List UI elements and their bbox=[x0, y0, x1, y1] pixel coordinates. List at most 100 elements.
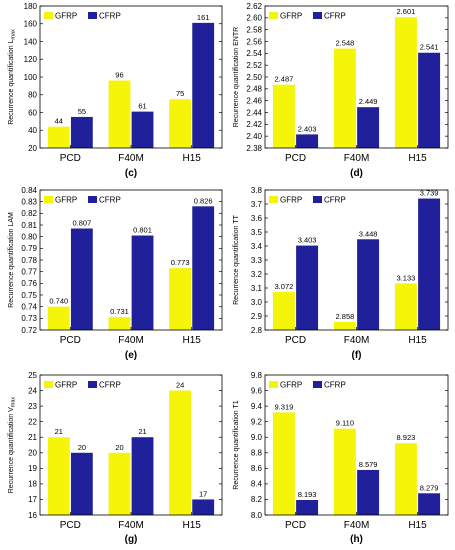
y-axis-label: Recurrence quantification Vmax bbox=[8, 397, 17, 494]
data-label: 3.403 bbox=[298, 236, 317, 245]
data-label: 8.923 bbox=[397, 433, 416, 442]
bar-cfrp-h15 bbox=[192, 22, 215, 148]
y-tick-label: 0.73 bbox=[21, 314, 37, 323]
y-tick-label: 17 bbox=[28, 495, 37, 504]
legend-swatch-gfrp bbox=[44, 12, 53, 19]
data-label: 2.541 bbox=[420, 43, 439, 52]
bar-gfrp-f40m bbox=[333, 428, 356, 515]
y-tick-label: 2.38 bbox=[246, 144, 262, 153]
bar-gfrp-pcd bbox=[272, 412, 295, 515]
y-tick-label: 160 bbox=[24, 20, 38, 29]
bar-gfrp-f40m bbox=[333, 48, 356, 148]
bar-cfrp-pcd bbox=[296, 499, 319, 515]
panel-label: (e) bbox=[125, 350, 137, 361]
bar-gfrp-f40m bbox=[108, 80, 131, 148]
legend-swatch-gfrp bbox=[269, 381, 278, 388]
legend-label-gfrp: GFRP bbox=[280, 196, 302, 205]
bar-cfrp-pcd bbox=[70, 116, 93, 148]
data-label: 2.449 bbox=[359, 97, 378, 106]
y-tick-label: 3.3 bbox=[251, 256, 263, 265]
data-label: 8.579 bbox=[359, 460, 378, 469]
y-tick-label: 0.74 bbox=[21, 302, 37, 311]
y-tick-label: 8.8 bbox=[251, 449, 263, 458]
data-label: 2.403 bbox=[298, 124, 317, 133]
y-tick-label: 19 bbox=[28, 464, 37, 473]
legend-label-cfrp: CFRP bbox=[99, 12, 121, 21]
data-label: 44 bbox=[55, 117, 63, 126]
data-label: 2.487 bbox=[275, 75, 294, 84]
x-category-label: H15 bbox=[408, 153, 427, 164]
y-tick-label: 2.60 bbox=[246, 14, 262, 23]
y-axis-label-main: Recurrence quantification T1 bbox=[233, 400, 240, 489]
bar-cfrp-h15 bbox=[418, 493, 441, 515]
y-tick-label: 0.72 bbox=[21, 326, 37, 335]
bar-gfrp-h15 bbox=[169, 99, 192, 148]
y-tick-label: 24 bbox=[28, 386, 37, 395]
y-tick-label: 3.2 bbox=[251, 270, 263, 279]
y-tick-label: 8.6 bbox=[251, 464, 263, 473]
bar-cfrp-h15 bbox=[418, 198, 441, 330]
x-category-label: F40M bbox=[344, 520, 370, 531]
y-tick-label: 0.82 bbox=[21, 209, 37, 218]
data-label: 24 bbox=[176, 381, 184, 390]
y-tick-label: 3.8 bbox=[251, 186, 263, 195]
legend-label-cfrp: CFRP bbox=[324, 196, 346, 205]
data-label: 3.072 bbox=[275, 282, 294, 291]
y-axis-label: Recurrence quantification ENTR bbox=[233, 27, 240, 127]
legend-swatch-cfrp bbox=[313, 381, 322, 388]
legend-swatch-gfrp bbox=[44, 196, 53, 203]
x-category-label: F40M bbox=[344, 153, 370, 164]
chart-panel-0: 44 96 75 55 61 161 20 40 60 80 100 120 140 160 180 PCD F… bbox=[8, 2, 223, 179]
legend-label-gfrp: GFRP bbox=[280, 12, 302, 21]
y-axis-label-main: Recurrence quantification LAM bbox=[8, 212, 15, 308]
y-tick-label: 2.50 bbox=[246, 73, 262, 82]
y-tick-label: 20 bbox=[28, 449, 37, 458]
x-category-label: PCD bbox=[60, 520, 81, 531]
y-tick-label: 2.56 bbox=[246, 37, 262, 46]
y-tick-label: 25 bbox=[28, 371, 37, 380]
legend-swatch-cfrp bbox=[313, 196, 322, 203]
x-category-label: H15 bbox=[408, 520, 427, 531]
data-label: 61 bbox=[138, 102, 146, 111]
y-tick-label: 60 bbox=[28, 108, 37, 117]
bar-cfrp-f40m bbox=[357, 469, 380, 515]
data-label: 2.858 bbox=[336, 312, 355, 321]
y-tick-label: 3.4 bbox=[251, 242, 263, 251]
y-tick-label: 100 bbox=[24, 73, 38, 82]
y-tick-label: 0.78 bbox=[21, 256, 37, 265]
x-category-label: F40M bbox=[118, 153, 144, 164]
x-category-label: F40M bbox=[118, 520, 144, 531]
y-axis-label: Recurrence quantification LAM bbox=[8, 212, 15, 308]
y-tick-label: 8.4 bbox=[251, 480, 263, 489]
bar-gfrp-f40m bbox=[333, 321, 356, 330]
y-axis-label: Recurrence quantification Lmax bbox=[8, 29, 17, 125]
data-label: 0.773 bbox=[171, 258, 190, 267]
y-tick-label: 3.7 bbox=[251, 200, 263, 209]
x-category-label: PCD bbox=[60, 153, 81, 164]
y-tick-label: 3.0 bbox=[251, 298, 263, 307]
bar-cfrp-h15 bbox=[418, 52, 441, 148]
legend-swatch-gfrp bbox=[44, 381, 53, 388]
panel-label: (f) bbox=[352, 350, 362, 361]
x-category-label: H15 bbox=[182, 520, 201, 531]
y-tick-label: 8.2 bbox=[251, 495, 263, 504]
y-axis-label: Recurrence quantification T1 bbox=[233, 400, 240, 489]
data-label: 0.731 bbox=[110, 307, 129, 316]
bar-cfrp-f40m bbox=[131, 437, 154, 515]
x-category-label: F40M bbox=[118, 335, 144, 346]
x-category-label: H15 bbox=[182, 153, 201, 164]
y-tick-label: 2.9 bbox=[251, 312, 263, 321]
bar-cfrp-pcd bbox=[70, 228, 93, 330]
x-category-label: PCD bbox=[60, 335, 81, 346]
legend-swatch-cfrp bbox=[88, 12, 97, 19]
y-tick-label: 22 bbox=[28, 417, 37, 426]
data-label: 0.807 bbox=[72, 219, 91, 228]
y-tick-label: 2.54 bbox=[246, 49, 262, 58]
y-tick-label: 9.2 bbox=[251, 417, 263, 426]
data-label: 21 bbox=[55, 427, 63, 436]
y-tick-label: 0.81 bbox=[21, 221, 37, 230]
x-category-label: F40M bbox=[344, 335, 370, 346]
bar-cfrp-f40m bbox=[131, 235, 154, 330]
bar-gfrp-pcd bbox=[272, 291, 295, 330]
y-tick-label: 2.8 bbox=[251, 326, 263, 335]
